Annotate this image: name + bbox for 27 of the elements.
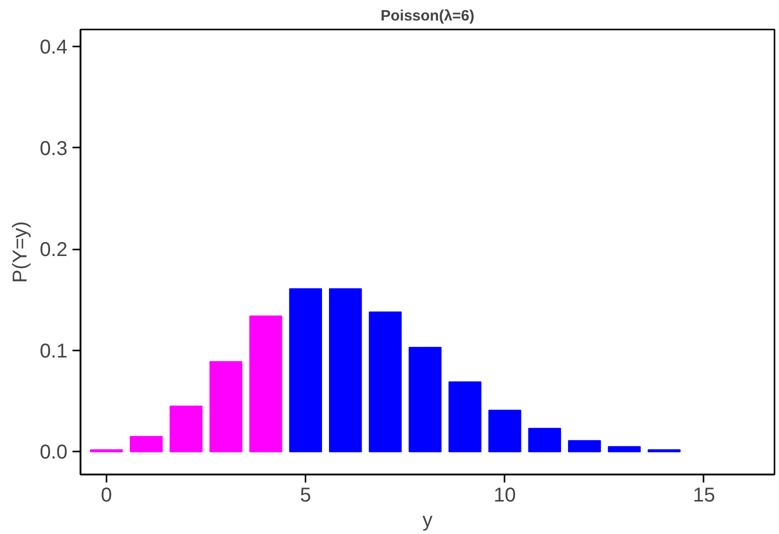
bar [408,346,442,452]
bar [249,316,282,452]
bar [608,446,641,452]
bar [368,311,402,452]
bar [528,428,562,452]
y-tick-label: 0.4 [40,36,68,59]
chart-title: Poisson(λ=6) [380,8,474,24]
bar [90,449,123,452]
y-tick-label: 0.2 [40,239,68,262]
bar [289,288,322,452]
bar [170,406,203,452]
bar [328,288,362,452]
bar [209,361,242,452]
y-axis-title: P(Y=y) [10,221,32,283]
bar [130,436,163,452]
x-tick-label: 10 [494,484,516,506]
bar [648,449,681,452]
bar [488,410,522,452]
x-tick-label: 0 [100,484,112,506]
bar [448,381,482,452]
y-tick-label: 0.3 [40,138,68,160]
y-tick-label: 0.1 [40,340,68,362]
bar [568,440,601,452]
x-tick-label: 5 [300,484,312,506]
x-tick-label: 15 [692,484,716,506]
y-tick-label: 0.0 [40,442,68,464]
x-axis-title: y [422,510,432,532]
